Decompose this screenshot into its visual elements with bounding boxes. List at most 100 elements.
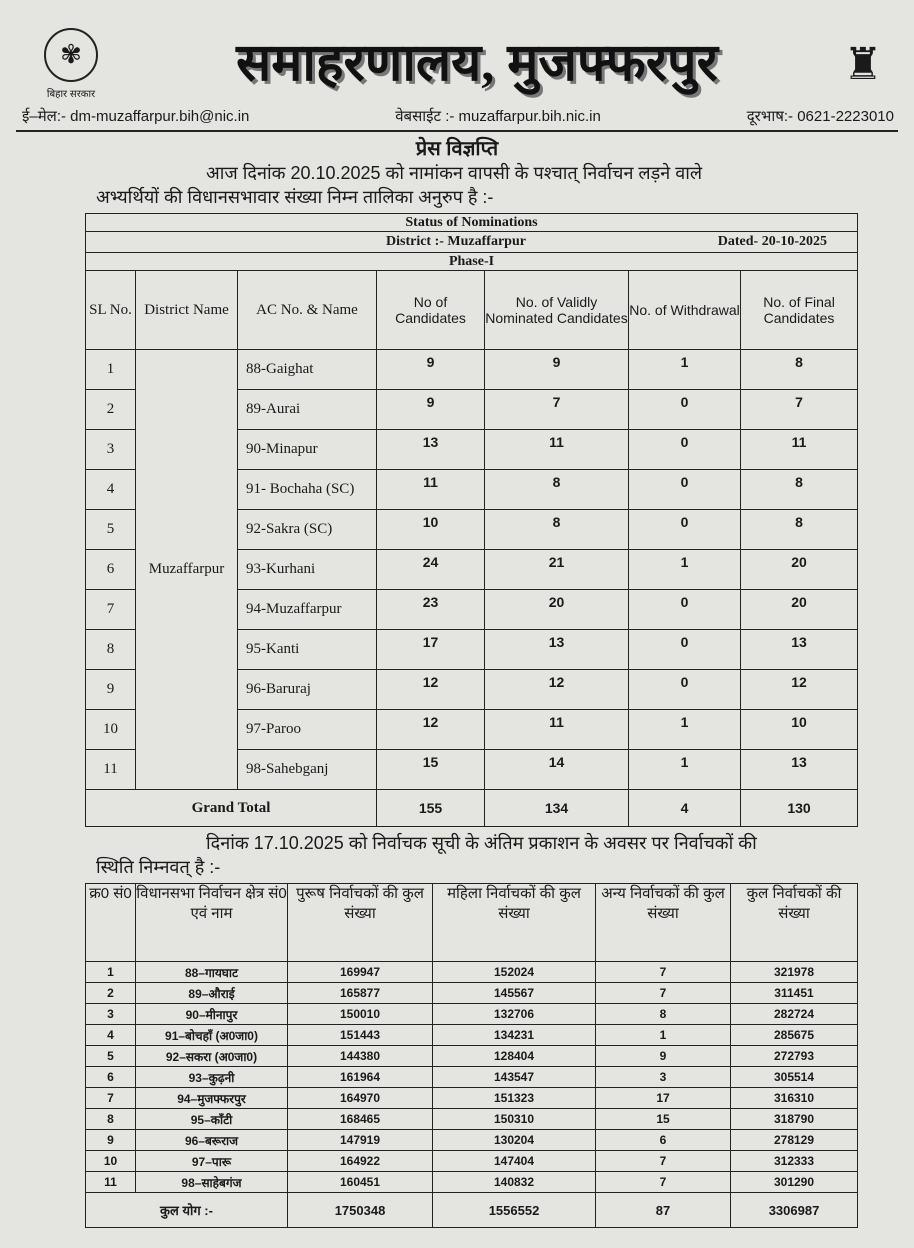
- sl-no: 4: [85, 469, 136, 510]
- constituency-name: 93–कुढ़नी: [135, 1066, 288, 1088]
- male-electors: 164922: [287, 1150, 433, 1172]
- value-cell: 24: [376, 549, 485, 590]
- female-electors: 132706: [432, 1003, 596, 1025]
- male-electors: 161964: [287, 1066, 433, 1088]
- value-cell: 20: [484, 589, 629, 630]
- value-cell: 11: [484, 429, 629, 470]
- constituency-name: 88–गायघाट: [135, 961, 288, 983]
- press-release-heading: प्रेस विज्ञप्ति: [415, 138, 499, 160]
- other-electors: 8: [595, 1003, 731, 1025]
- ac-name: 91- Bochaha (SC): [237, 469, 377, 510]
- female-electors: 140832: [432, 1171, 596, 1193]
- sl-no: 4: [85, 1024, 136, 1046]
- electors-intro-paragraph: दिनांक 17.10.2025 को निर्वाचक सूची के अं…: [96, 831, 858, 879]
- phase-label: Phase-I: [84, 252, 859, 271]
- value-cell: 8: [484, 469, 629, 510]
- statue-emblem: ♜: [843, 39, 883, 89]
- table-row: 5 92-Sakra (SC) 10 8 0 8: [85, 509, 859, 550]
- male-electors: 144380: [287, 1045, 433, 1067]
- other-electors: 7: [595, 961, 731, 983]
- male-electors: 150010: [287, 1003, 433, 1025]
- value-cell: 11: [739, 429, 859, 470]
- constituency-name: 95–काँटी: [135, 1108, 288, 1130]
- divider: [16, 130, 898, 132]
- emblem-caption: बिहार सरकार: [46, 89, 96, 100]
- total-electors: 285675: [730, 1024, 858, 1046]
- sl-no: 3: [85, 429, 136, 470]
- sl-no: 3: [85, 1003, 136, 1025]
- value-cell: 12: [376, 709, 485, 750]
- sl-no: 5: [85, 509, 136, 550]
- value-cell: 0: [628, 669, 741, 710]
- value-cell: 8: [739, 509, 859, 550]
- value-cell: 0: [628, 589, 741, 630]
- value-cell: 13: [376, 429, 485, 470]
- sl-no: 6: [85, 1066, 136, 1088]
- table-row: 6 93-Kurhani 24 21 1 20: [85, 549, 859, 590]
- intro-line-1: आज दिनांक 20.10.2025 को नामांकन वापसी के…: [206, 163, 703, 183]
- value-cell: 20: [739, 589, 859, 630]
- sl-no: 2: [85, 982, 136, 1004]
- table-row: 1 88–गायघाट 169947 152024 7 321978: [85, 961, 858, 983]
- sl-no: 7: [85, 1087, 136, 1109]
- column-header: District Name: [135, 270, 238, 350]
- total-cell: 4: [628, 789, 741, 827]
- total-cell: 134: [484, 789, 629, 827]
- column-header: No. of Withdrawal: [628, 270, 741, 350]
- female-electors: 147404: [432, 1150, 596, 1172]
- ac-name: 89-Aurai: [237, 389, 377, 430]
- other-electors: 7: [595, 982, 731, 1004]
- constituency-name: 94–मुजफ्फरपुर: [135, 1087, 288, 1109]
- value-cell: 10: [739, 709, 859, 750]
- sl-no: 2: [85, 389, 136, 430]
- value-cell: 11: [484, 709, 629, 750]
- ac-name: 93-Kurhani: [237, 549, 377, 590]
- electors-intro-line-1: दिनांक 17.10.2025 को निर्वाचक सूची के अं…: [206, 833, 757, 853]
- male-electors: 147919: [287, 1129, 433, 1151]
- total-electors: 311451: [730, 982, 858, 1004]
- phone: दूरभाष:- 0621-2223010: [746, 108, 894, 125]
- contact-line: ई–मेल:- dm-muzaffarpur.bih@nic.in वेबसाई…: [16, 100, 898, 130]
- other-electors: 6: [595, 1129, 731, 1151]
- value-cell: 0: [628, 629, 741, 670]
- female-electors: 152024: [432, 961, 596, 983]
- table-row: 2 89-Aurai 9 7 0 7: [85, 389, 859, 430]
- sl-no: 8: [85, 629, 136, 670]
- total-electors: 305514: [730, 1066, 858, 1088]
- male-electors: 164970: [287, 1087, 433, 1109]
- total-electors: 301290: [730, 1171, 858, 1193]
- column-header: अन्य निर्वाचकों की कुल संख्या: [595, 883, 731, 962]
- constituency-name: 92–सकरा (अ0जा0): [135, 1045, 288, 1067]
- table-row: 2 89–औराई 165877 145567 7 311451: [85, 982, 858, 1004]
- value-cell: 1: [628, 749, 741, 790]
- total-cell: 1556552: [432, 1192, 596, 1228]
- male-electors: 168465: [287, 1108, 433, 1130]
- district-name: Muzaffarpur: [135, 349, 238, 790]
- electors-intro-line-2: स्थिति निम्नवत् है :-: [96, 857, 221, 877]
- value-cell: 12: [376, 669, 485, 710]
- table-row: 1 Muzaffarpur 88-Gaighat 9 9 1 8: [85, 349, 859, 790]
- website: वेबसाईट :- muzaffarpur.bih.nic.in: [395, 108, 601, 125]
- column-header: SL No.: [85, 270, 136, 350]
- table-row: 10 97-Paroo 12 11 1 10: [85, 709, 859, 750]
- female-electors: 143547: [432, 1066, 596, 1088]
- table-row: 5 92–सकरा (अ0जा0) 144380 128404 9 272793: [85, 1045, 858, 1067]
- ac-name: 96-Baruraj: [237, 669, 377, 710]
- column-header: कुल निर्वाचकों की संख्या: [730, 883, 858, 962]
- value-cell: 0: [628, 469, 741, 510]
- value-cell: 9: [484, 349, 629, 390]
- value-cell: 8: [739, 469, 859, 510]
- value-cell: 1: [628, 549, 741, 590]
- total-cell: 155: [376, 789, 485, 827]
- ac-name: 95-Kanti: [237, 629, 377, 670]
- total-electors: 316310: [730, 1087, 858, 1109]
- sl-no: 7: [85, 589, 136, 630]
- value-cell: 13: [739, 629, 859, 670]
- value-cell: 9: [376, 349, 485, 390]
- other-electors: 7: [595, 1171, 731, 1193]
- male-electors: 151443: [287, 1024, 433, 1046]
- sl-no: 1: [85, 349, 136, 390]
- female-electors: 150310: [432, 1108, 596, 1130]
- value-cell: 14: [484, 749, 629, 790]
- female-electors: 134231: [432, 1024, 596, 1046]
